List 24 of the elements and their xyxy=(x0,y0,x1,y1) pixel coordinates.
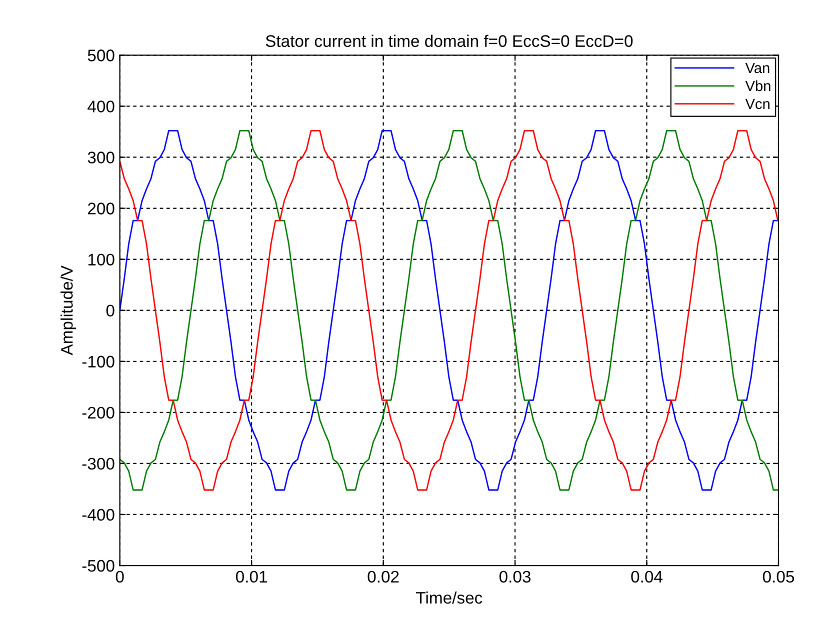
legend-label: Vbn xyxy=(745,80,770,92)
x-tick-label: 0.01 xyxy=(236,570,267,583)
chart-title: Stator current in time domain f=0 EccS=0 EccD=0 xyxy=(266,34,633,47)
y-tick-label: -300 xyxy=(82,458,114,470)
y-tick-label: 0 xyxy=(106,304,114,317)
y-axis-title: Amplitude/V xyxy=(60,265,76,356)
y-tick-label: 100 xyxy=(88,254,114,266)
line-series xyxy=(120,130,778,491)
x-tick-label: 0.02 xyxy=(368,570,399,583)
y-tick-label: -200 xyxy=(82,406,114,419)
x-tick-label: 0.05 xyxy=(762,570,794,583)
y-tick-label: -500 xyxy=(82,560,114,572)
y-tick-label: 300 xyxy=(88,152,114,164)
y-tick-label: 400 xyxy=(88,100,114,112)
legend-label: Van xyxy=(745,62,770,74)
x-tick-label: 0.04 xyxy=(631,570,662,583)
legend-label: Vcn xyxy=(745,98,770,110)
y-tick-label: 500 xyxy=(88,50,114,62)
x-tick-label: 0 xyxy=(116,570,124,583)
y-tick-label: -400 xyxy=(82,508,114,521)
y-tick-label: 200 xyxy=(88,202,114,214)
x-axis-title: Time/sec xyxy=(416,591,482,604)
x-tick-label: 0.03 xyxy=(499,570,531,583)
y-tick-label: -100 xyxy=(82,356,114,368)
